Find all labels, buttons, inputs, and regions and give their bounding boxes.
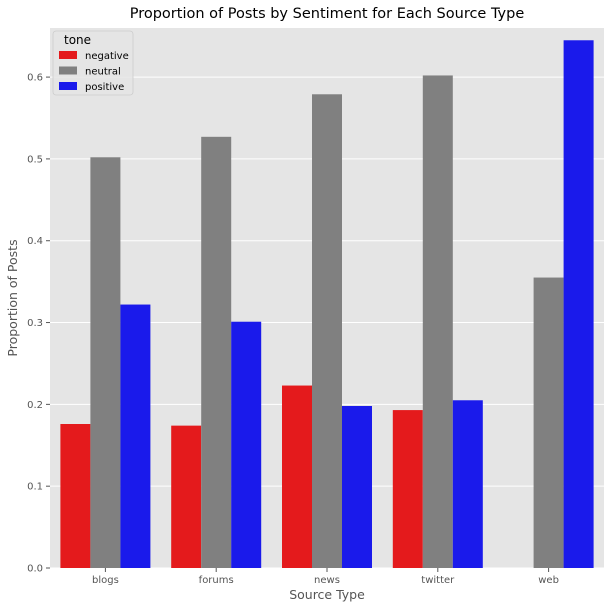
bar-neutral-web <box>533 277 564 568</box>
bar-positive-web <box>563 40 594 569</box>
legend-title: tone <box>64 33 91 47</box>
bar-positive-news <box>342 406 372 568</box>
bar-neutral-blogs <box>90 157 121 569</box>
legend-box <box>52 30 134 96</box>
bar-positive-blogs <box>120 304 151 568</box>
bars <box>60 40 594 569</box>
x-axis: blogs forums news twitter web <box>92 568 559 586</box>
x-tick-label: blogs <box>92 575 119 586</box>
legend-swatch-negative <box>59 51 77 59</box>
x-tick-label: news <box>314 575 340 586</box>
y-tick-label: 0.0 <box>27 564 43 575</box>
bar-negative-forums <box>171 425 202 568</box>
bar-positive-forums <box>231 321 262 568</box>
y-axis-label: Proportion of Posts <box>5 239 20 356</box>
bar-neutral-forums <box>201 136 232 568</box>
legend-label-positive: positive <box>85 82 124 93</box>
legend-swatch-neutral <box>59 66 77 75</box>
legend-swatch-positive <box>59 82 77 90</box>
y-tick-label: 0.4 <box>27 236 43 247</box>
legend-label-negative: negative <box>85 51 129 62</box>
x-tick-label: web <box>538 575 559 586</box>
y-tick-label: 0.1 <box>27 482 43 493</box>
bar-neutral-twitter <box>422 75 453 569</box>
y-tick-label: 0.5 <box>27 154 43 165</box>
bar-negative-twitter <box>392 410 423 568</box>
bar-negative-news <box>282 385 312 568</box>
y-tick-label: 0.3 <box>27 318 43 329</box>
chart-title: Proportion of Posts by Sentiment for Eac… <box>130 6 525 22</box>
bar-neutral-news <box>312 94 342 568</box>
y-axis: 0.0 0.1 0.2 0.3 0.4 0.5 0.6 <box>27 73 50 575</box>
bar-negative-blogs <box>60 424 91 568</box>
legend-label-neutral: neutral <box>85 67 121 78</box>
bar-positive-twitter <box>452 400 483 568</box>
x-axis-label: Source Type <box>289 587 365 602</box>
x-tick-label: forums <box>199 575 234 586</box>
y-tick-label: 0.2 <box>27 400 43 411</box>
x-tick-label: twitter <box>421 575 455 586</box>
legend: tone negative neutral positive <box>52 30 134 96</box>
y-tick-label: 0.6 <box>27 73 43 84</box>
